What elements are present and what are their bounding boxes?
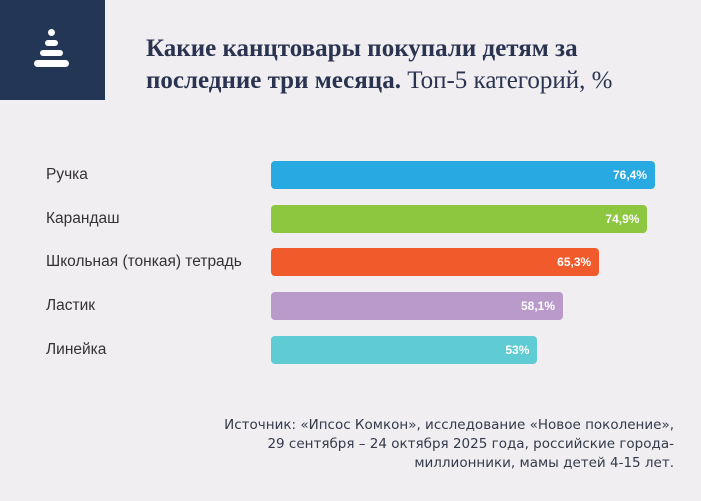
category-label: Карандаш [46,209,120,227]
category-label: Школьная (тонкая) тетрадь [46,253,242,271]
data-label: 53% [505,342,530,357]
bar: 58,1% [271,292,564,321]
chart-title-bold: Какие канцтовары покупали детям за после… [146,35,578,94]
bar: 74,9% [271,204,648,233]
source-line: 29 сентября – 24 октября 2025 года, росс… [267,436,674,452]
data-label: 74,9% [605,211,640,226]
data-label: 65,3% [557,255,592,270]
category-label: Ластик [46,297,96,315]
bar: 76,4% [271,161,655,189]
bar: 53% [271,335,538,364]
source-note: Источник: «Ипсос Комкон», исследование «… [74,416,674,473]
bar: 65,3% [271,248,600,277]
source-line: Источник: «Ипсос Комкон», исследование «… [224,417,674,433]
category-label: Линейка [46,340,107,358]
chart-subtitle: Топ-5 категорий, % [400,67,613,94]
category-label: Ручка [46,166,88,183]
data-label: 58,1% [520,299,556,314]
source-line: миллионники, мамы детей 4-15 лет. [414,455,674,471]
data-label: 76,4% [612,168,647,182]
logo [0,0,105,100]
chart-title: Какие канцтовары покупали детям за после… [146,33,686,97]
